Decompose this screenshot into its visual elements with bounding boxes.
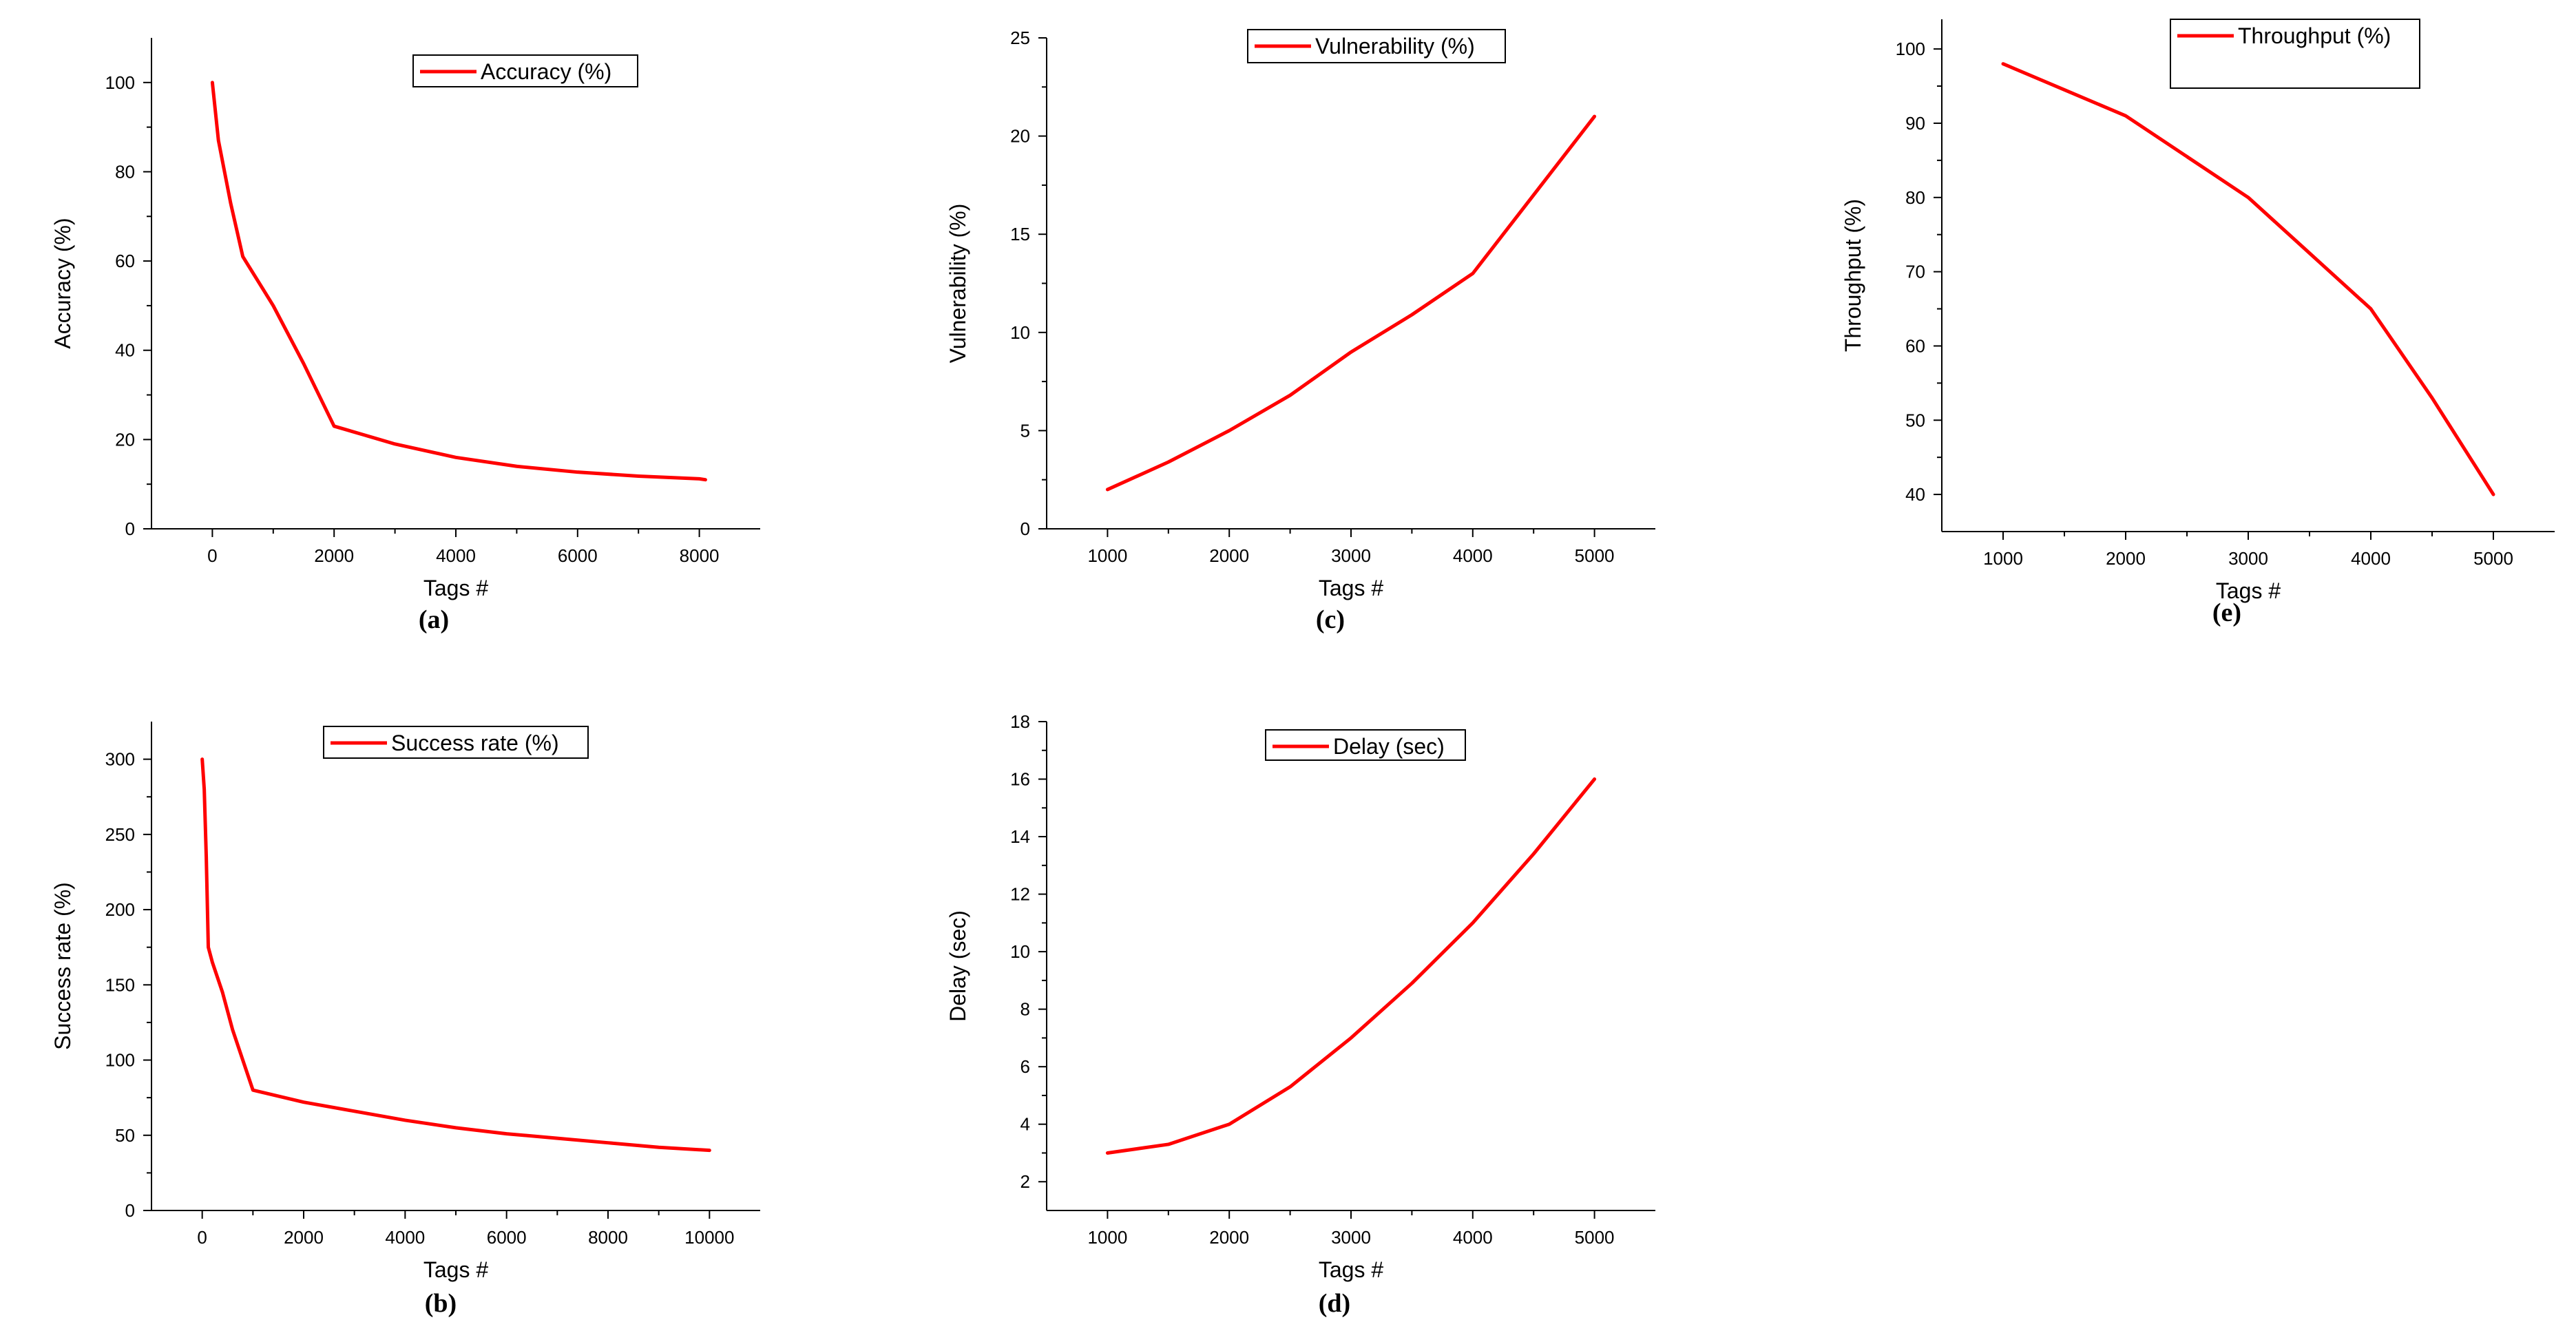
- y-axis-title: Throughput (%): [1841, 199, 1865, 352]
- y-tick-label: 6: [1020, 1056, 1030, 1077]
- y-tick-label: 40: [1905, 484, 1925, 505]
- legend-a: Accuracy (%): [412, 54, 638, 87]
- y-tick-label: 8: [1020, 999, 1030, 1020]
- x-tick-label: 6000: [558, 545, 598, 566]
- series-line-b-0: [200, 757, 711, 1153]
- y-tick-label: 5: [1020, 420, 1030, 441]
- x-tick-label: 5000: [1575, 545, 1615, 566]
- x-tick-label: 4000: [385, 1227, 425, 1248]
- x-tick-label: 2000: [1209, 1227, 1249, 1248]
- x-axis-title: Tags #: [1319, 576, 1383, 600]
- y-tick-label: 25: [1010, 28, 1030, 48]
- y-tick-label: 80: [115, 161, 135, 182]
- x-tick-label: 1000: [1087, 545, 1127, 566]
- x-tick-label: 0: [207, 545, 217, 566]
- y-tick-label: 90: [1905, 113, 1925, 134]
- y-tick-label: 16: [1010, 769, 1030, 790]
- x-tick-label: 2000: [284, 1227, 324, 1248]
- y-tick-label: 20: [115, 429, 135, 450]
- legend-label: Vulnerability (%): [1315, 34, 1475, 59]
- legend-label: Delay (sec): [1333, 734, 1445, 759]
- legend-d: Delay (sec): [1265, 729, 1466, 761]
- y-axis-title: Success rate (%): [50, 882, 75, 1050]
- panel-label-b: (b): [425, 1289, 457, 1318]
- y-tick-label: 250: [105, 824, 135, 845]
- y-tick-label: 150: [105, 974, 135, 995]
- x-tick-label: 4000: [1453, 1227, 1493, 1248]
- x-tick-label: 6000: [487, 1227, 527, 1248]
- panel-label-a: (a): [419, 605, 449, 634]
- y-tick-label: 15: [1010, 224, 1030, 244]
- panel-label-e: (e): [2212, 598, 2241, 627]
- x-tick-label: 5000: [2473, 548, 2513, 569]
- x-tick-label: 8000: [588, 1227, 628, 1248]
- x-axis-title: Tags #: [1319, 1257, 1383, 1282]
- y-tick-label: 50: [1905, 410, 1925, 430]
- legend-c: Vulnerability (%): [1247, 29, 1506, 63]
- y-tick-label: 300: [105, 749, 135, 770]
- panel-label-c: (c): [1316, 605, 1345, 634]
- series-line-e-0: [2001, 62, 2495, 496]
- y-tick-label: 20: [1010, 126, 1030, 147]
- x-tick-label: 1000: [1983, 548, 2023, 569]
- y-tick-label: 14: [1010, 826, 1030, 847]
- y-tick-label: 4: [1020, 1114, 1030, 1135]
- y-tick-label: 100: [105, 1050, 135, 1071]
- x-tick-label: 4000: [436, 545, 476, 566]
- x-tick-label: 2000: [1209, 545, 1249, 566]
- panel-label-d: (d): [1319, 1289, 1350, 1318]
- legend-b: Success rate (%): [323, 726, 589, 759]
- chart-b: 0 2000 4000 6000 8000 10000 0 50 100 150 200 250 300…: [50, 722, 760, 1318]
- y-axis-title: Delay (sec): [945, 910, 970, 1022]
- y-axis-title: Accuracy (%): [50, 218, 75, 348]
- x-tick-label: 1000: [1087, 1227, 1127, 1248]
- x-axis-title: Tags #: [2216, 578, 2281, 603]
- x-tick-label: 3000: [2228, 548, 2268, 569]
- x-tick-label: 2000: [2106, 548, 2146, 569]
- series-line-d-0: [1105, 777, 1597, 1155]
- y-tick-label: 50: [115, 1125, 135, 1146]
- chart-d: 1000 2000 3000 4000 5000 2 4 6 8 10 12 14 16 18 Tags #…: [945, 711, 1655, 1318]
- y-tick-label: 2: [1020, 1171, 1030, 1192]
- y-tick-label: 80: [1905, 187, 1925, 208]
- x-tick-label: 0: [197, 1227, 207, 1248]
- x-axis-title: Tags #: [423, 1257, 488, 1282]
- series-line-c-0: [1105, 114, 1597, 492]
- y-tick-label: 60: [1905, 335, 1925, 356]
- chart-a: 0 2000 4000 6000 8000 0 20 40 60 80 100 Tags # Accur…: [50, 38, 760, 634]
- x-tick-label: 3000: [1331, 545, 1371, 566]
- chart-e: 1000 2000 3000 4000 5000 40 50 60 70 80 90 100 Tags …: [1841, 19, 2555, 627]
- x-tick-label: 8000: [680, 545, 720, 566]
- y-tick-label: 60: [115, 251, 135, 271]
- y-tick-label: 18: [1010, 711, 1030, 732]
- x-tick-label: 4000: [1453, 545, 1493, 566]
- y-tick-label: 40: [115, 340, 135, 361]
- y-tick-label: 10: [1010, 941, 1030, 962]
- y-tick-label: 0: [125, 518, 135, 539]
- x-tick-label: 10000: [684, 1227, 734, 1248]
- y-tick-label: 70: [1905, 262, 1925, 282]
- x-tick-label: 3000: [1331, 1227, 1371, 1248]
- series-line-a-0: [210, 81, 707, 482]
- x-axis-title: Tags #: [423, 576, 488, 600]
- y-tick-label: 100: [105, 72, 135, 93]
- y-tick-label: 0: [125, 1200, 135, 1221]
- legend-box: [2170, 19, 2420, 89]
- legend-label: Accuracy (%): [481, 59, 611, 84]
- chart-c: 1000 2000 3000 4000 5000 0 5 10 15 20 25 Tags # Vuln…: [945, 28, 1655, 634]
- y-tick-label: 100: [1896, 39, 1925, 59]
- y-tick-label: 12: [1010, 884, 1030, 905]
- x-tick-label: 2000: [314, 545, 354, 566]
- x-tick-label: 4000: [2351, 548, 2391, 569]
- legend-label: Throughput (%): [2238, 23, 2391, 48]
- y-tick-label: 200: [105, 899, 135, 920]
- legend-label: Success rate (%): [391, 731, 559, 755]
- y-axis-title: Vulnerability (%): [945, 204, 970, 364]
- x-tick-label: 5000: [1575, 1227, 1615, 1248]
- y-tick-label: 10: [1010, 322, 1030, 343]
- legend-e: Throughput (%): [2170, 19, 2420, 89]
- y-tick-label: 0: [1020, 518, 1030, 539]
